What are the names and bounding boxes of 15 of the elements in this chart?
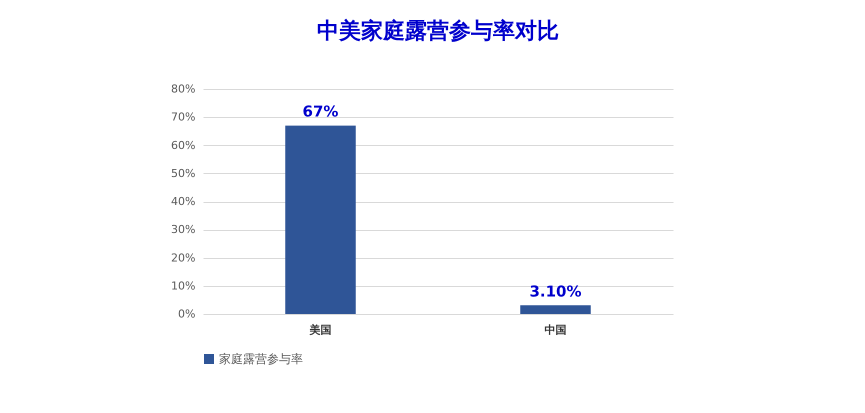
x-tick-label: 美国 <box>308 324 332 336</box>
x-tick-label: 中国 <box>544 324 566 336</box>
legend-label: 家庭露营参与率 <box>219 352 303 366</box>
data-label: 3.10% <box>529 282 582 300</box>
y-tick-label: 80% <box>171 82 196 96</box>
y-tick-label: 30% <box>171 223 196 236</box>
y-tick-label: 20% <box>171 251 196 264</box>
y-tick-label: 60% <box>171 138 196 152</box>
y-tick-label: 50% <box>171 166 196 180</box>
chart-title: 中美家庭露营参与率对比 <box>317 18 559 44</box>
data-label: 67% <box>302 102 338 121</box>
y-tick-label: 10% <box>171 279 196 292</box>
y-tick-label: 40% <box>171 195 196 208</box>
y-tick-label: 70% <box>171 110 196 124</box>
y-tick-label: 0% <box>178 308 196 320</box>
